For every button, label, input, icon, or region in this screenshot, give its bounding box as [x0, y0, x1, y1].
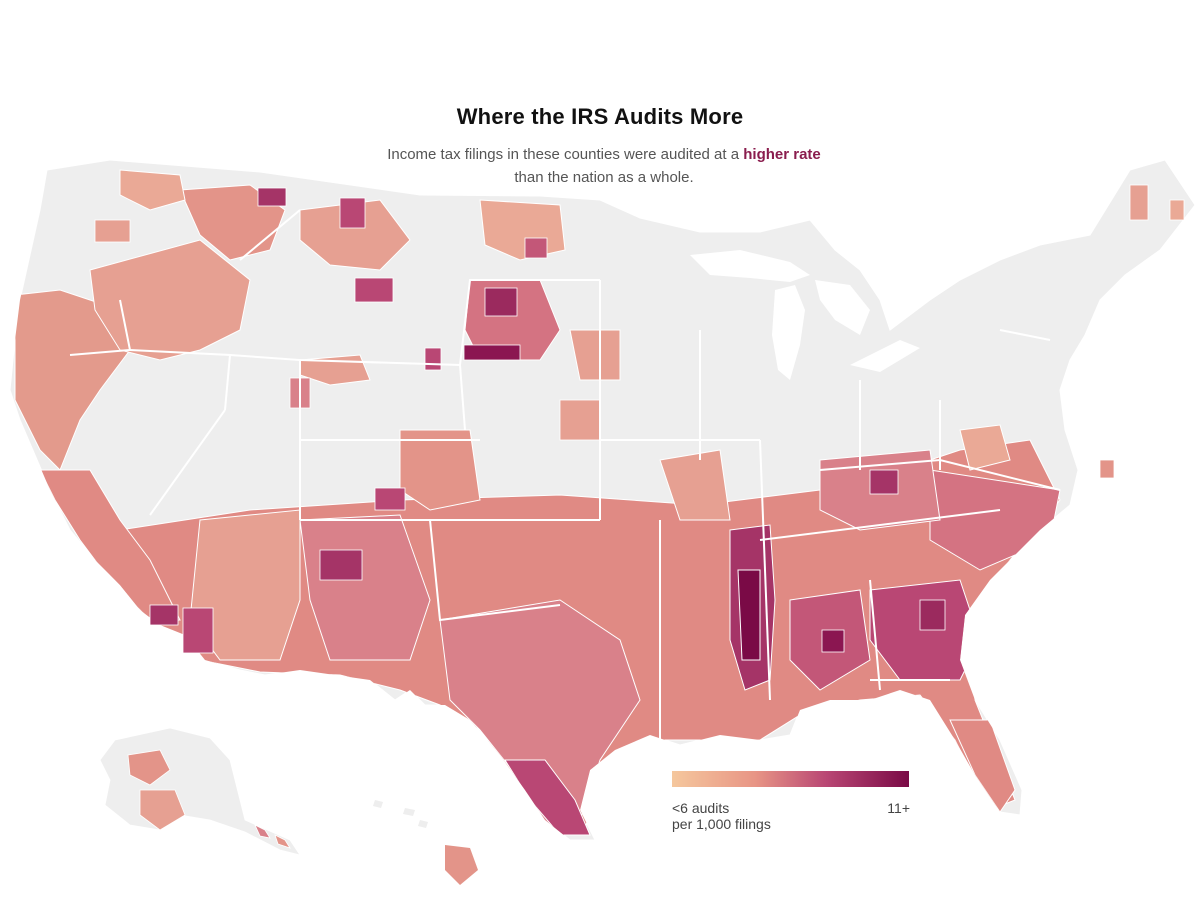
subtitle-text: Income tax filings in these counties wer…	[387, 146, 744, 163]
map-subtitle: Income tax filings in these counties wer…	[0, 143, 1200, 189]
county-block	[869, 469, 899, 495]
county-blocks	[94, 184, 1185, 654]
lake-erie	[850, 340, 920, 372]
county-block	[149, 604, 179, 626]
county-block	[821, 629, 845, 653]
county-block	[424, 347, 442, 371]
county-block	[484, 287, 518, 317]
county-block	[94, 219, 131, 243]
county-block	[1099, 459, 1115, 479]
legend-max-label: 11+	[887, 800, 910, 816]
legend-color-scale	[672, 771, 909, 787]
county-block	[319, 549, 363, 581]
legend-min-line2: per 1,000 filings	[672, 816, 771, 832]
county-block	[1129, 184, 1149, 221]
alaska-landmass	[99, 727, 301, 856]
county-block	[559, 399, 601, 441]
county-block	[524, 237, 548, 259]
legend-min-label: <6 audits per 1,000 filings	[672, 800, 832, 832]
county-block	[919, 599, 946, 631]
map-title: Where the IRS Audits More	[456, 104, 744, 129]
county-block	[339, 197, 366, 229]
state-borders	[69, 209, 1061, 740]
county-block	[463, 344, 521, 361]
hawaii	[373, 800, 478, 885]
county-block	[374, 487, 406, 511]
county-shading	[14, 169, 1061, 836]
county-block	[1169, 199, 1185, 221]
subtitle-text-2: than the nation as a whole.	[514, 169, 694, 186]
lake-superior	[690, 250, 810, 282]
legend-min-line1: <6 audits	[672, 800, 730, 816]
legend-gradient	[672, 771, 909, 787]
county-block	[354, 277, 394, 303]
lake-huron	[815, 280, 870, 335]
alaska	[99, 727, 301, 856]
subtitle-highlight: higher rate	[743, 146, 821, 163]
county-block	[257, 187, 287, 207]
lake-michigan	[772, 285, 805, 380]
county-block	[182, 607, 214, 654]
